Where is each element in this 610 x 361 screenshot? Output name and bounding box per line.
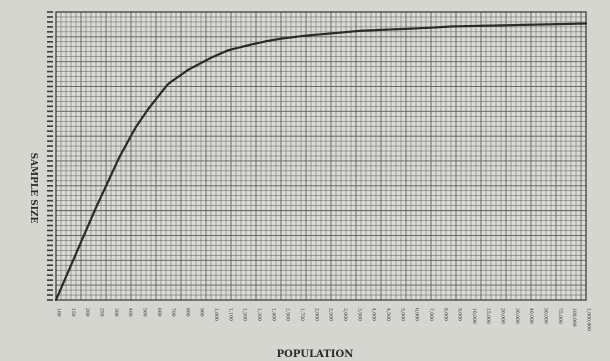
x-tick-label: 800 <box>184 308 190 317</box>
y-axis-label: SAMPLE SIZE <box>28 153 38 224</box>
x-tick-label: 2,000 <box>313 308 319 321</box>
x-tick-label: 700 <box>170 308 176 317</box>
x-tick-label: 3,000 <box>342 308 348 321</box>
x-tick-label: 1,100 <box>227 308 233 321</box>
x-tick-label: 1,000 <box>213 308 219 321</box>
x-tick-label: 7,000 <box>428 308 434 321</box>
x-tick-label: 250 <box>98 308 104 317</box>
x-tick-label: 50,000 <box>543 308 549 324</box>
x-tick-label: 1,300 <box>256 308 262 321</box>
x-tick-label: 15,000 <box>485 308 491 324</box>
x-tick-label: 4,000 <box>371 308 377 321</box>
x-tick-label: 9,000 <box>457 308 463 321</box>
x-tick-label: 5,000 <box>399 308 405 321</box>
x-tick-label: 20,000 <box>500 308 506 324</box>
x-tick-label: 1,500 <box>285 308 291 321</box>
x-tick-label: 75,000 <box>557 308 563 324</box>
x-tick-label: 900 <box>199 308 205 317</box>
x-tick-label: 600 <box>156 308 162 317</box>
series-layer <box>54 22 588 302</box>
series-line <box>54 22 588 302</box>
x-tick-label: 150 <box>70 308 76 317</box>
x-tick-label: 6,000 <box>414 308 420 321</box>
x-axis-tick-labels: 100 150 200 250 300 400 500 600 700 800 900 1,000 1,… <box>56 308 592 331</box>
x-tick-label: 3,500 <box>356 308 362 321</box>
x-tick-label: 2,500 <box>328 308 334 321</box>
x-tick-label: 200 <box>84 308 90 317</box>
x-tick-label: 100 <box>56 308 62 317</box>
y-axis-ticks <box>47 11 53 301</box>
x-tick-label: 8,000 <box>442 308 448 321</box>
x-tick-label: 1,750 <box>299 308 305 321</box>
x-axis-label: POPULATION <box>277 349 354 360</box>
x-tick-label: 1,000,000 <box>586 308 592 331</box>
x-tick-label: 100,000 <box>571 308 577 327</box>
x-tick-label: 1,200 <box>242 308 248 321</box>
x-tick-label: 400 <box>127 308 133 317</box>
x-tick-label: 1,400 <box>270 308 276 321</box>
x-tick-label: 30,000 <box>514 308 520 324</box>
x-tick-label: 40,000 <box>528 308 534 324</box>
x-tick-label: 300 <box>113 308 119 317</box>
x-tick-label: 4,500 <box>385 308 391 321</box>
plot-border <box>55 11 587 301</box>
grid <box>55 11 587 301</box>
x-tick-label: 10,000 <box>471 308 477 324</box>
x-tick-label: 500 <box>141 308 147 317</box>
